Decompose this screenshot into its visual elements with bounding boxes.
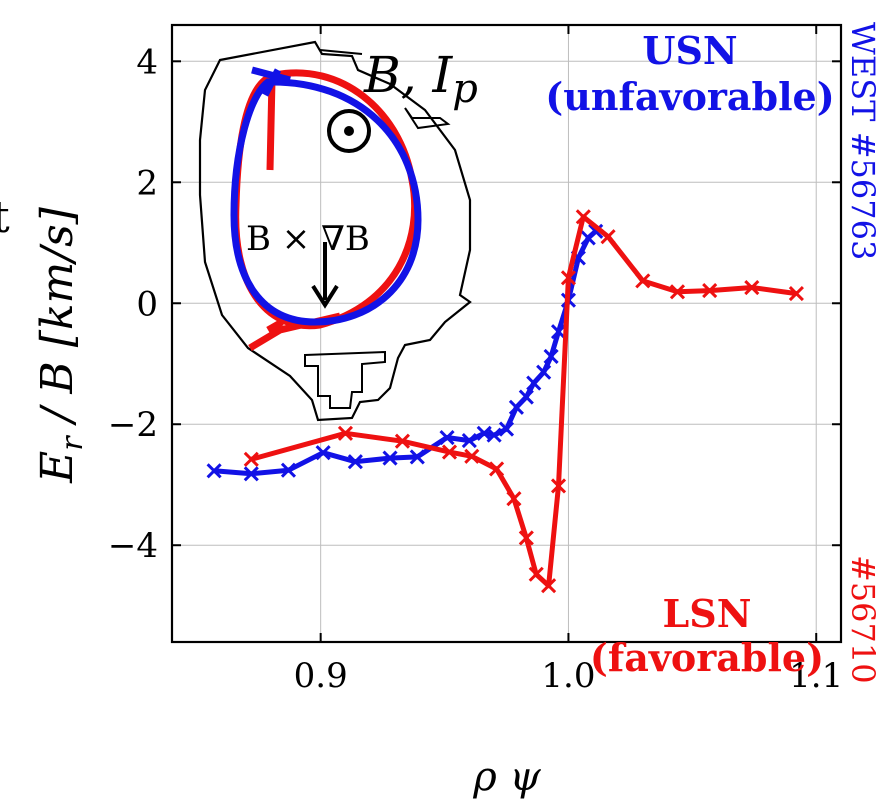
usn-data-point	[518, 389, 534, 405]
x-tick-label: 1.0	[541, 656, 595, 696]
lsn-label-line1: LSN	[663, 591, 752, 636]
y-tick-label: −2	[108, 405, 158, 445]
usn-data-point	[409, 449, 425, 465]
usn-data-point	[315, 445, 331, 461]
lsn-data-point	[489, 461, 505, 477]
usn-series-line	[213, 229, 598, 477]
x-axis-label: ρ ψ	[472, 754, 541, 800]
lsn-data-point	[669, 284, 686, 300]
lsn-data-point	[560, 270, 577, 286]
out-of-plane-dot-icon	[344, 126, 354, 136]
usn-label-line2: (unfavorable)	[545, 74, 834, 119]
right-label-usn-shot: WEST #56763	[844, 22, 882, 260]
tokamak-cross-section-inset: B, Ip B × ∇B	[198, 40, 478, 422]
cut-off-letter: t	[0, 192, 10, 243]
lsn-data-point	[243, 451, 259, 467]
right-label-lsn-shot: #56710	[844, 555, 882, 684]
lsn-label-line2: (favorable)	[590, 635, 824, 680]
lsn-data-point	[541, 578, 557, 594]
usn-data-point	[243, 466, 259, 482]
tick-labels: 0.9 1.0 1.1 4 2 0 −2 −4	[108, 42, 843, 696]
plot-frame	[170, 23, 843, 644]
usn-data-point	[550, 324, 567, 340]
lsn-xpoint-leg-inner	[266, 79, 284, 334]
lsn-data-point	[550, 478, 567, 494]
lsn-data-point	[441, 444, 458, 460]
usn-data-point	[588, 223, 604, 239]
lsn-data-point	[528, 566, 544, 582]
lsn-data-point	[464, 448, 480, 464]
x-tick-label: 1.1	[789, 656, 843, 696]
lsn-data-point	[337, 425, 354, 441]
y-tick-label: −4	[108, 526, 158, 566]
series-group	[206, 209, 804, 594]
lsn-data-point	[506, 491, 522, 507]
vessel-outline	[198, 40, 472, 422]
drift-arrow-icon	[311, 242, 339, 309]
usn-label-line1: USN	[642, 28, 737, 73]
lsn-data-point	[600, 229, 616, 245]
lsn-data-point	[518, 530, 534, 546]
usn-data-point	[498, 421, 515, 437]
inset-drift-label: B × ∇B	[246, 219, 370, 259]
usn-data-point	[280, 462, 297, 478]
y-tick-label: 0	[136, 284, 158, 324]
usn-data-point	[439, 429, 455, 446]
lsn-data-point	[635, 273, 651, 289]
lsn-data-point	[575, 209, 591, 225]
y-tick-label: 4	[136, 42, 158, 82]
usn-data-point	[347, 454, 363, 470]
out-of-plane-circle-icon	[327, 109, 371, 153]
usn-data-point	[536, 364, 552, 380]
usn-separatrix	[230, 78, 422, 326]
usn-data-point	[461, 433, 477, 449]
lsn-data-point	[702, 282, 718, 299]
usn-data-point	[486, 427, 502, 443]
usn-data-point	[382, 450, 398, 466]
y-axis-label: Er / B [km/s]	[32, 206, 90, 484]
tick-marks	[172, 25, 841, 642]
lsn-data-point	[788, 286, 804, 302]
lsn-data-point	[394, 433, 410, 449]
field-pointer-line	[319, 49, 363, 55]
baffle-outline	[404, 107, 451, 130]
inset-field-label: B, Ip	[363, 46, 478, 112]
usn-xpoint-leg	[251, 66, 291, 97]
usn-data-point	[206, 463, 222, 479]
lsn-data-point	[744, 279, 760, 296]
x-tick-label: 0.9	[294, 656, 348, 696]
divertor-outline	[304, 350, 386, 409]
y-tick-label: 2	[136, 163, 158, 203]
usn-data-point	[543, 348, 559, 365]
